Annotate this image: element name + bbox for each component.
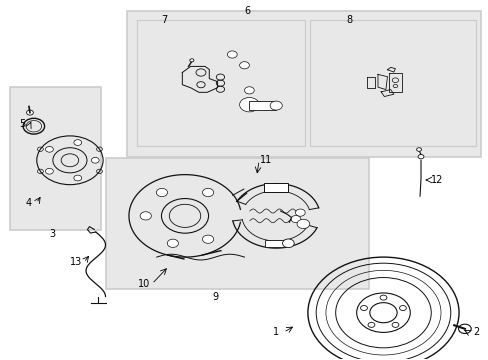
- Circle shape: [140, 212, 151, 220]
- Bar: [10, 87, 101, 230]
- Circle shape: [391, 322, 398, 327]
- Circle shape: [282, 239, 294, 248]
- Text: 6: 6: [244, 6, 249, 17]
- Text: 2: 2: [472, 327, 478, 337]
- Bar: [105, 158, 368, 289]
- Circle shape: [296, 219, 309, 229]
- Circle shape: [379, 295, 386, 300]
- Circle shape: [458, 324, 470, 333]
- Circle shape: [227, 51, 237, 58]
- Text: 4: 4: [26, 198, 32, 208]
- Circle shape: [295, 209, 305, 216]
- Circle shape: [416, 148, 421, 151]
- Circle shape: [45, 168, 53, 174]
- Circle shape: [202, 235, 213, 243]
- Circle shape: [239, 98, 259, 112]
- Text: 11: 11: [260, 155, 272, 165]
- Text: 8: 8: [346, 15, 352, 26]
- Circle shape: [360, 306, 366, 311]
- Circle shape: [239, 62, 249, 69]
- Bar: [249, 101, 276, 110]
- Circle shape: [74, 175, 81, 181]
- Circle shape: [156, 188, 167, 197]
- Text: 13: 13: [70, 257, 82, 267]
- Circle shape: [399, 306, 406, 311]
- Circle shape: [91, 157, 99, 163]
- Circle shape: [189, 59, 194, 62]
- Circle shape: [26, 110, 33, 115]
- Bar: [264, 183, 288, 192]
- Bar: [310, 21, 475, 146]
- Circle shape: [251, 101, 261, 108]
- Bar: [265, 240, 286, 247]
- Text: 5: 5: [20, 120, 26, 129]
- Text: 3: 3: [49, 229, 55, 239]
- Bar: [137, 21, 305, 146]
- Text: 9: 9: [212, 292, 218, 302]
- Text: 1: 1: [273, 327, 279, 337]
- Circle shape: [45, 147, 53, 152]
- Circle shape: [417, 154, 423, 159]
- Circle shape: [74, 140, 81, 145]
- Circle shape: [290, 216, 300, 223]
- Bar: [127, 12, 480, 157]
- Circle shape: [367, 322, 374, 327]
- Text: 7: 7: [161, 15, 167, 26]
- Circle shape: [167, 239, 178, 247]
- Circle shape: [269, 101, 282, 110]
- Text: 12: 12: [430, 175, 443, 185]
- Text: 10: 10: [138, 279, 150, 289]
- Circle shape: [244, 87, 254, 94]
- Circle shape: [202, 188, 213, 197]
